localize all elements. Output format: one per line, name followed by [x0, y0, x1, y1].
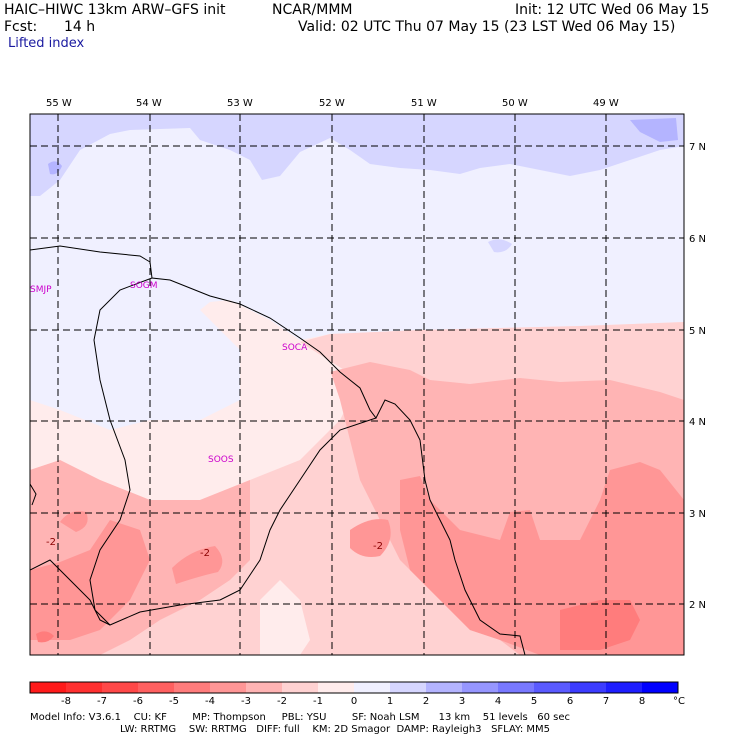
org-label: NCAR/MMM [272, 2, 353, 18]
lat-label: 5 N [689, 326, 706, 337]
colorbar-tick-label: 3 [459, 696, 465, 707]
colorbar-tick-label: -7 [97, 696, 107, 707]
colorbar-swatch [354, 682, 391, 693]
valid-time: Valid: 02 UTC Thu 07 May 15 (23 LST Wed … [298, 19, 676, 35]
lon-label: 53 W [227, 98, 253, 109]
field-name: Lifted index [8, 36, 85, 51]
colorbar-tick-label: -4 [205, 696, 215, 707]
colorbar-swatch [30, 682, 67, 693]
colorbar-swatch [498, 682, 535, 693]
map-fields: -2 -2 -2 SMJP SOGM SOCA SOOS [30, 114, 684, 655]
field-neg-3-blob [172, 546, 223, 584]
field-near-zero-patch [290, 342, 340, 410]
lat-lon-grid [30, 114, 684, 655]
colorbar-tick-label: 8 [639, 696, 645, 707]
model-title: HAIC–HIWC 13km ARW–GFS init [4, 2, 226, 18]
colorbar-swatch [462, 682, 499, 693]
field-neg-4-small [36, 631, 54, 643]
colorbar-tick-label: 0 [351, 696, 357, 707]
lon-label: 51 W [411, 98, 437, 109]
colorbar-unit: °C [673, 696, 685, 707]
colorbar-swatch [138, 682, 175, 693]
colorbar-tick-label: -2 [277, 696, 287, 707]
coastline-borders [30, 245, 526, 655]
field-neg-3-blob [350, 519, 391, 557]
contour-label: -2 [373, 541, 383, 552]
station-label: SOCA [282, 343, 308, 353]
colorbar-tick-label: -5 [169, 696, 179, 707]
colorbar: -8 -7 -6 -5 -4 -3 -2 -1 0 1 2 3 4 5 6 7 8 °C [29, 681, 685, 707]
colorbar-swatch [174, 682, 211, 693]
colorbar-tick-labels: -8 -7 -6 -5 -4 -3 -2 -1 0 1 2 3 4 5 6 7 8 [61, 696, 645, 707]
field-positive-region [30, 114, 684, 430]
colorbar-swatch [282, 682, 319, 693]
lat-label: 3 N [689, 509, 706, 520]
lat-label: 6 N [689, 234, 706, 245]
model-info-line2: LW: RRTMG SW: RRTMG DIFF: full KM: 2D Sm… [120, 724, 550, 735]
colorbar-swatch [642, 682, 679, 693]
forecast-label: Fcst: [4, 19, 38, 35]
colorbar-swatch [210, 682, 247, 693]
colorbar-tick-label: 2 [423, 696, 429, 707]
map-frame [29, 113, 685, 656]
colorbar-tick-label: -1 [313, 696, 323, 707]
field-neg-3-blob [60, 511, 88, 532]
colorbar-frame [29, 681, 679, 694]
colorbar-tick-label: 7 [603, 696, 609, 707]
colorbar-swatch [318, 682, 355, 693]
forecast-hour: 14 h [64, 19, 96, 35]
colorbar-tick-label: 4 [495, 696, 501, 707]
colorbar-tick-label: -6 [133, 696, 143, 707]
colorbar-tick-label: 5 [531, 696, 537, 707]
colorbar-tick-label: 1 [387, 696, 393, 707]
field-blue-core [630, 118, 678, 142]
field-blue-band [30, 114, 684, 196]
colorbar-swatch [246, 682, 283, 693]
contour-label: -2 [200, 548, 210, 559]
colorbar-swatch [570, 682, 607, 693]
lon-label: 54 W [136, 98, 162, 109]
field-near-zero-patch [260, 580, 310, 655]
init-time: Init: 12 UTC Wed 06 May 15 [515, 2, 710, 18]
station-label: SOGM [130, 281, 158, 291]
colorbar-tick-label: -8 [61, 696, 71, 707]
lat-label: 2 N [689, 600, 706, 611]
colorbar-swatch [606, 682, 643, 693]
colorbar-tick-label: -3 [241, 696, 251, 707]
model-info-line1: Model Info: V3.6.1 CU: KF MP: Thompson P… [30, 712, 570, 723]
lat-label: 4 N [689, 417, 706, 428]
colorbar-swatches [30, 682, 679, 693]
colorbar-tick-label: 6 [567, 696, 573, 707]
contour-labels: -2 -2 -2 [46, 537, 383, 559]
lat-label: 7 N [689, 142, 706, 153]
lon-label: 55 W [46, 98, 72, 109]
longitude-labels: 55 W 54 W 53 W 52 W 51 W 50 W 49 W [46, 98, 619, 109]
colorbar-swatch [426, 682, 463, 693]
colorbar-swatch [534, 682, 571, 693]
station-labels: SMJP SOGM SOCA SOOS [30, 281, 308, 465]
lon-label: 52 W [319, 98, 345, 109]
colorbar-swatch [102, 682, 139, 693]
colorbar-swatch [66, 682, 103, 693]
field-neg-4 [560, 600, 640, 650]
lon-label: 50 W [502, 98, 528, 109]
lon-label: 49 W [593, 98, 619, 109]
station-label: SMJP [30, 285, 52, 295]
contour-label: -2 [46, 537, 56, 548]
colorbar-swatch [390, 682, 427, 693]
latitude-labels: 7 N 6 N 5 N 4 N 3 N 2 N [689, 142, 706, 611]
station-label: SOOS [208, 455, 234, 465]
field-blue-spot [488, 239, 512, 253]
